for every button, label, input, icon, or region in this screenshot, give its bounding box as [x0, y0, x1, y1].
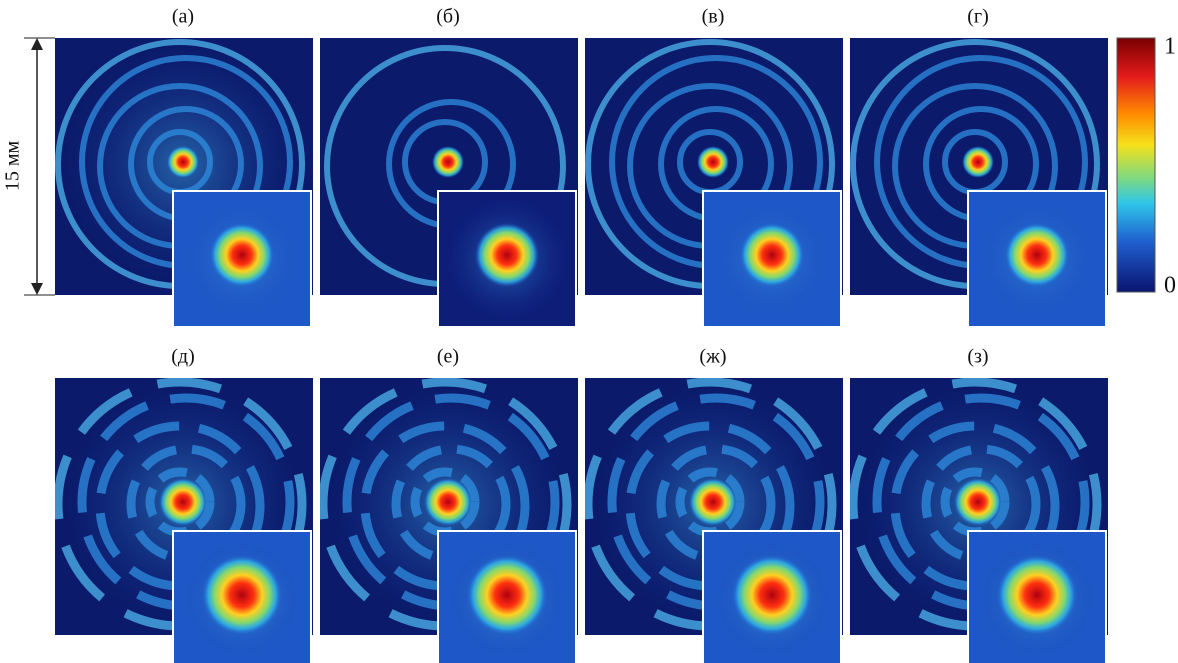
- ring: [95, 421, 265, 591]
- intensity-map: [850, 378, 1108, 635]
- inset-spot: [210, 223, 274, 287]
- panel-label: (а): [172, 6, 194, 28]
- ring: [890, 421, 1060, 591]
- ring: [360, 421, 530, 591]
- central-spot: [697, 146, 729, 178]
- intensity-map: [55, 38, 313, 295]
- panel-label: (е): [437, 346, 459, 368]
- colorbar-min: 0: [1164, 273, 1176, 299]
- central-spot: [159, 478, 207, 526]
- panel-label: (г): [967, 6, 989, 28]
- scale-bar: 15 мм: [2, 37, 55, 296]
- ring: [625, 421, 795, 591]
- central-spot: [689, 478, 737, 526]
- inset-spot: [740, 223, 804, 287]
- colorbar: 1 0: [1116, 34, 1176, 299]
- inset-spot: [732, 555, 812, 635]
- central-spot: [424, 478, 472, 526]
- inset-spot: [467, 555, 547, 635]
- central-spot: [167, 146, 199, 178]
- panel-label: (з): [967, 346, 988, 368]
- inset-spot: [202, 555, 282, 635]
- central-spot: [954, 478, 1002, 526]
- central-spot: [962, 146, 994, 178]
- colorbar-max: 1: [1164, 34, 1176, 60]
- panel-label: (б): [436, 6, 460, 28]
- inset-spot: [997, 555, 1077, 635]
- scale-label: 15 мм: [2, 141, 24, 192]
- inset-spot: [1005, 223, 1069, 287]
- inset-spot: [475, 223, 539, 287]
- central-spot: [432, 146, 464, 178]
- panel-label: (в): [702, 6, 725, 28]
- panel-label: (ж): [699, 346, 726, 368]
- panel-label: (д): [171, 346, 195, 368]
